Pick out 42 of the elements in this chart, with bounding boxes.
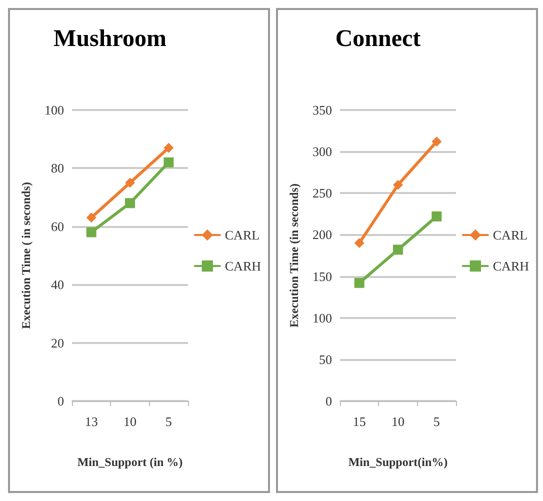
legend-label: CARH [492,258,530,274]
x-tick-label: 15 [352,414,366,429]
legend-label: CARH [224,258,262,274]
y-tick-label: 50 [319,352,332,367]
point [354,278,364,288]
x-axis-title: Min_Support(in%) [348,455,448,469]
chart-title: Mushroom [54,26,166,52]
y-tick-label: 350 [312,102,332,118]
y-tick-label: 80 [51,160,64,176]
point [354,238,364,248]
y-tick-label: 100 [44,102,64,118]
y-axis-title: Execution Time ( in seconds) [19,182,33,329]
point [86,212,96,223]
y-tick-label: 20 [51,335,64,350]
chart-title: Connect [335,26,421,52]
y-tick-label: 100 [312,310,332,326]
y-tick-label: 150 [312,268,332,284]
x-axis-title: Min_Support (in %) [77,455,183,469]
x-tick-label: 10 [124,414,136,429]
y-tick-label: 60 [51,218,64,234]
x-tick-label: 10 [392,414,404,429]
legend-label: CARL [224,228,260,242]
point [432,211,442,222]
point [125,178,135,188]
y-tick-label: 0 [58,394,64,408]
point [393,244,403,255]
point [432,136,442,147]
y-tick-label: 250 [312,186,332,201]
y-tick-label: 300 [312,144,332,160]
point [86,227,96,238]
y-tick-label: 200 [312,227,332,242]
x-tick-label: 5 [433,414,440,429]
x-tick-label: 13 [84,414,98,429]
legend-label: CARL [492,228,528,242]
x-tick-label: 5 [165,414,172,429]
point [164,157,174,168]
y-tick-label: 40 [51,277,64,292]
point [393,180,403,190]
y-tick-label: 0 [326,394,332,408]
point [125,198,135,208]
point [164,142,174,153]
y-axis-title: Execution Time (in seconds) [287,184,301,328]
